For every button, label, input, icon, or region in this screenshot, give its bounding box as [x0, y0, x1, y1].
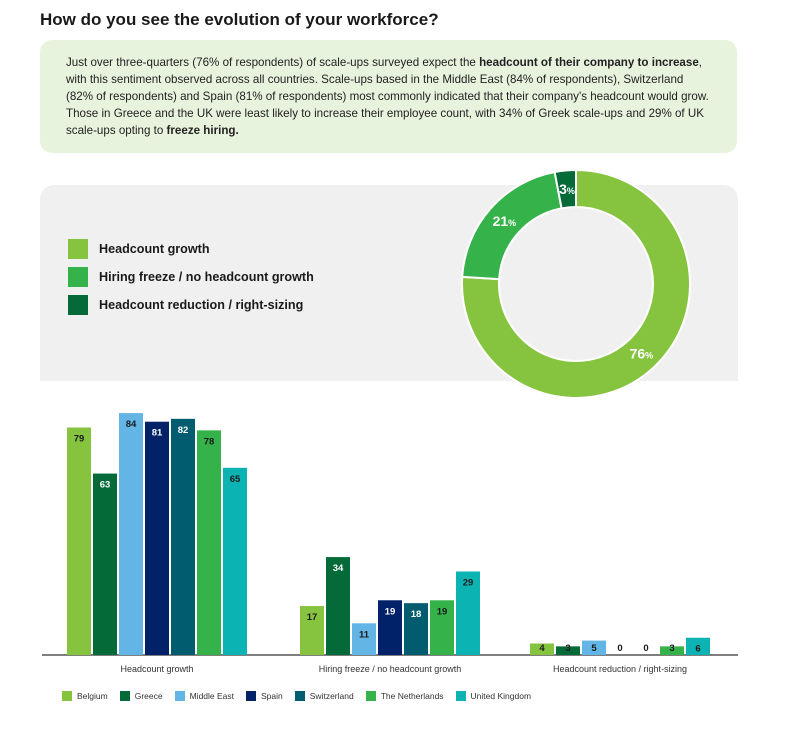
bar-legend-item: The Netherlands — [365, 691, 444, 701]
bar-legend-item: United Kingdom — [455, 691, 532, 701]
intro-text-1: Just over three-quarters (76% of respond… — [66, 56, 480, 69]
bar — [145, 421, 169, 655]
donut-legend-swatch — [68, 267, 88, 287]
bar-legend-item: Belgium — [62, 691, 108, 701]
bar — [530, 643, 554, 655]
bar-value-label: 4 — [539, 643, 545, 654]
bar — [197, 430, 221, 655]
bar-value-label: 65 — [230, 474, 241, 485]
bar-value-label: 0 — [643, 643, 648, 654]
donut-legend: Headcount growth Hiring freeze / no head… — [68, 238, 314, 322]
bar-legend-label: United Kingdom — [470, 691, 532, 701]
bar-legend-label: Greece — [134, 691, 163, 701]
donut-legend-item: Headcount reduction / right-sizing — [68, 294, 314, 316]
donut-legend-label: Hiring freeze / no headcount growth — [99, 270, 314, 284]
bar-legend-item: Switzerland — [294, 691, 354, 701]
bar — [660, 646, 684, 655]
bar-legend-item: Greece — [119, 691, 163, 701]
category-label: Headcount growth — [120, 664, 193, 674]
bar-legend-swatch — [246, 691, 257, 701]
bar-value-label: 19 — [385, 606, 396, 617]
bar — [456, 571, 480, 655]
bar — [430, 600, 454, 655]
bar-value-label: 29 — [463, 577, 474, 588]
bar-legend-swatch — [294, 691, 305, 701]
category-label: Hiring freeze / no headcount growth — [319, 664, 462, 674]
bar-value-label: 3 — [565, 643, 570, 654]
bar — [556, 646, 580, 655]
bar-value-label: 84 — [126, 419, 137, 430]
intro-box: Just over three-quarters (76% of respond… — [40, 40, 737, 153]
bar — [119, 413, 143, 655]
bar-legend-swatch — [62, 691, 72, 701]
donut-legend-swatch — [68, 295, 88, 315]
bar-legend-label: Middle East — [189, 691, 235, 701]
bar-value-label: 6 — [695, 644, 700, 655]
bar-value-label: 34 — [333, 563, 344, 574]
bar-legend-swatch — [174, 691, 185, 701]
bar — [404, 603, 428, 655]
bar — [223, 467, 247, 655]
bar — [378, 600, 402, 655]
bar-value-label: 0 — [617, 643, 622, 654]
bar-legend-label: Belgium — [77, 691, 108, 701]
bar-value-label: 79 — [74, 433, 85, 444]
bar-value-label: 78 — [204, 436, 215, 447]
bar-value-label: 5 — [591, 643, 597, 654]
bar-legend-item: Spain — [246, 691, 283, 701]
donut-legend-swatch — [68, 239, 88, 259]
bar-value-label: 63 — [100, 480, 111, 491]
bar-value-label: 3 — [669, 643, 674, 654]
page-title: How do you see the evolution of your wor… — [40, 10, 439, 29]
bar — [67, 427, 91, 655]
bar-legend-label: The Netherlands — [380, 691, 444, 701]
intro-bold-2: freeze hiring. — [166, 124, 239, 137]
bar-value-label: 19 — [437, 606, 448, 617]
bar — [686, 637, 710, 655]
donut-legend-item: Headcount growth — [68, 238, 314, 260]
bar-legend: Belgium Greece Middle East Spain Switzer… — [62, 691, 543, 701]
donut-slice — [461, 168, 691, 399]
bar-legend-swatch — [365, 691, 376, 701]
donut-chart: 76%21%3% — [461, 168, 691, 399]
bar — [93, 473, 117, 655]
bar-value-label: 18 — [411, 609, 422, 620]
bar-legend-label: Switzerland — [309, 691, 354, 701]
donut-legend-label: Headcount growth — [99, 242, 210, 256]
bar-value-label: 82 — [178, 425, 189, 436]
intro-bold-1: headcount of their company to increase — [479, 56, 699, 69]
category-label: Headcount reduction / right-sizing — [553, 664, 687, 674]
donut-legend-item: Hiring freeze / no headcount growth — [68, 266, 314, 288]
bar — [582, 640, 606, 655]
donut-slice — [553, 168, 577, 210]
bar-legend-swatch — [119, 691, 130, 701]
bar-value-label: 81 — [152, 428, 163, 439]
intro-text-2: , with this sentiment observed across al… — [66, 56, 709, 137]
bar — [300, 606, 324, 655]
bar-legend-swatch — [455, 691, 466, 701]
bar — [326, 557, 350, 655]
donut-legend-label: Headcount reduction / right-sizing — [99, 298, 304, 312]
bar-value-label: 17 — [307, 612, 318, 623]
bar-legend-label: Spain — [261, 691, 283, 701]
bar-value-label: 11 — [359, 629, 370, 640]
bar — [352, 623, 376, 655]
bar-legend-item: Middle East — [174, 691, 235, 701]
bar — [171, 418, 195, 655]
